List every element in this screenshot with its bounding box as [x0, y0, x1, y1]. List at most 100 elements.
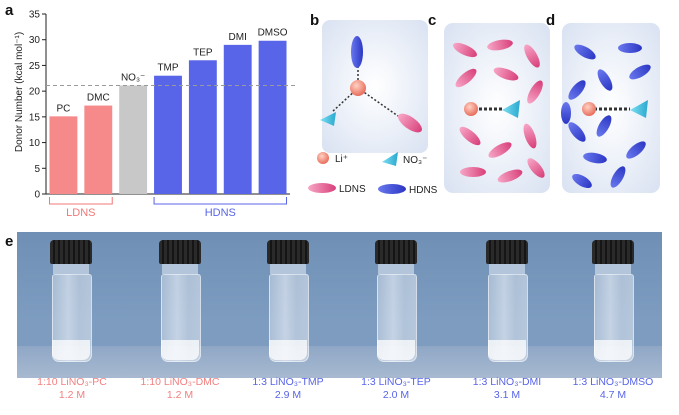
vial-label-composition: 1:3 LiNO₃-DMSO: [572, 376, 654, 388]
hdns-molecule: [351, 36, 363, 68]
ldns-molecule: [527, 80, 543, 104]
vial-label-concentration: 4.7 M: [599, 389, 627, 401]
ldns-molecule: [460, 167, 486, 177]
hdns-molecule: [568, 80, 586, 100]
vial-cap: [375, 240, 417, 264]
vial-label-concentration: 1.2 M: [166, 389, 194, 401]
nitrate-anion: [320, 112, 336, 126]
bar-2: [119, 85, 148, 194]
vial-label-tep: 1:3 LiNO₃-TEP 2.0 M: [341, 376, 451, 402]
donor-number-bar-chart: 0 5 10 15 20 25 30 35 Donor Number (kcal mol⁻¹)…: [14, 10, 296, 219]
vial-label-composition: 1:3 LiNO₃-TEP: [361, 376, 431, 388]
vial-neck: [53, 264, 89, 274]
li-ion: [350, 80, 366, 96]
vial-cap: [267, 240, 309, 264]
y-tick-label: 25: [29, 61, 41, 72]
panel-label-a: a: [5, 2, 14, 19]
vial-neck: [162, 264, 198, 274]
hdns-molecule: [583, 152, 607, 164]
schematic-b-background: [322, 20, 428, 153]
vial-label-concentration: 1.2 M: [58, 389, 86, 401]
vial-label-concentration: 2.9 M: [274, 389, 302, 401]
ldns-molecule: [497, 169, 523, 183]
ldns-molecule: [493, 67, 519, 81]
coordination-line: [357, 87, 399, 117]
y-tick-label: 30: [29, 35, 41, 46]
li-ion: [582, 102, 596, 116]
vial-liquid: [488, 340, 526, 360]
panel-label-b: b: [310, 12, 320, 29]
hdns-legend-icon: [378, 184, 406, 194]
nitrate-anion: [630, 100, 648, 118]
vial-cap: [486, 240, 528, 264]
vial: [373, 240, 419, 362]
vial-label-dmi: 1:3 LiNO₃-DMI 3.1 M: [452, 376, 562, 402]
y-axis-label: Donor Number (kcal mol⁻¹): [14, 32, 25, 152]
vials-photo-table: [17, 346, 662, 378]
vial-label-composition: 1:3 LiNO₃-TMP: [252, 376, 324, 388]
hdns-molecule: [572, 174, 592, 188]
hdns-molecule: [597, 69, 613, 91]
y-tick-label: 35: [29, 10, 41, 21]
vial: [484, 240, 530, 362]
vial-neck: [489, 264, 525, 274]
vial-neck: [270, 264, 306, 274]
hdns-legend-label: HDNS: [409, 185, 438, 196]
ldns-legend-icon: [308, 183, 336, 193]
y-tick-label: 5: [34, 164, 40, 175]
vial: [590, 240, 636, 362]
bar-1: [84, 105, 113, 194]
panel-label-d: d: [546, 12, 556, 29]
figure-svg: 0 5 10 15 20 25 30 35 Donor Number (kcal mol⁻¹)…: [14, 10, 660, 219]
hdns-molecule: [626, 141, 646, 159]
panel-label-c: c: [428, 12, 437, 29]
group-brackets: LDNS HDNS: [48, 197, 288, 219]
bar-5: [223, 44, 252, 194]
ldns-molecule: [524, 44, 540, 68]
vial-label-composition: 1:10 LiNO₃-PC: [37, 376, 107, 388]
ldns-molecule: [487, 39, 513, 51]
bar-label: DMC: [87, 93, 110, 104]
vial-label-dmc: 1:10 LiNO₃-DMC 1.2 M: [125, 376, 235, 402]
vial-label-tmp: 1:3 LiNO₃-TMP 2.9 M: [233, 376, 343, 402]
bar-0: [49, 116, 78, 194]
y-tick-label: 0: [34, 190, 40, 201]
ldns-legend-label: LDNS: [339, 184, 366, 195]
vial-label-pc: 1:10 LiNO₃-PC 1.2 M: [17, 376, 127, 402]
bar-label: DMSO: [258, 28, 288, 39]
bar-label: TEP: [193, 47, 213, 58]
vial-neck: [378, 264, 414, 274]
li-ion: [464, 102, 478, 116]
vial-liquid: [594, 340, 632, 360]
nitrate-legend-label: NO₃⁻: [403, 155, 427, 166]
vial: [265, 240, 311, 362]
schematic-d: [561, 23, 660, 193]
ldns-molecule: [527, 158, 545, 178]
bar-label: NO₃⁻: [121, 72, 145, 83]
nitrate-anion: [502, 100, 520, 118]
bar-4: [188, 60, 217, 195]
schematic-c: [444, 23, 550, 193]
vial: [48, 240, 94, 362]
ldns-molecule: [523, 123, 537, 149]
vial-label-dmso: 1:3 LiNO₃-DMSO 4.7 M: [558, 376, 668, 402]
vial-label-composition: 1:3 LiNO₃-DMI: [472, 376, 542, 388]
group-bracket: [48, 197, 113, 205]
hdns-molecule: [618, 43, 642, 53]
schematic-b: [320, 20, 428, 153]
bar-label: PC: [56, 103, 70, 114]
vial-label-concentration: 2.0 M: [382, 389, 410, 401]
ldns-molecule: [488, 142, 512, 158]
bar-3: [154, 75, 182, 194]
bar-6: [258, 40, 287, 194]
vial-liquid: [52, 340, 90, 360]
vial-label-concentration: 3.1 M: [493, 389, 521, 401]
schematic-legend: Li⁺ NO₃⁻ LDNS HDNS: [308, 152, 438, 196]
ldns-molecule: [455, 68, 477, 88]
vial-label-composition: 1:10 LiNO₃-DMC: [140, 376, 220, 388]
group-bracket: [153, 197, 288, 205]
vial-liquid: [161, 340, 199, 360]
group-label: LDNS: [66, 207, 95, 219]
hdns-molecule: [610, 166, 626, 188]
vial: [157, 240, 203, 362]
